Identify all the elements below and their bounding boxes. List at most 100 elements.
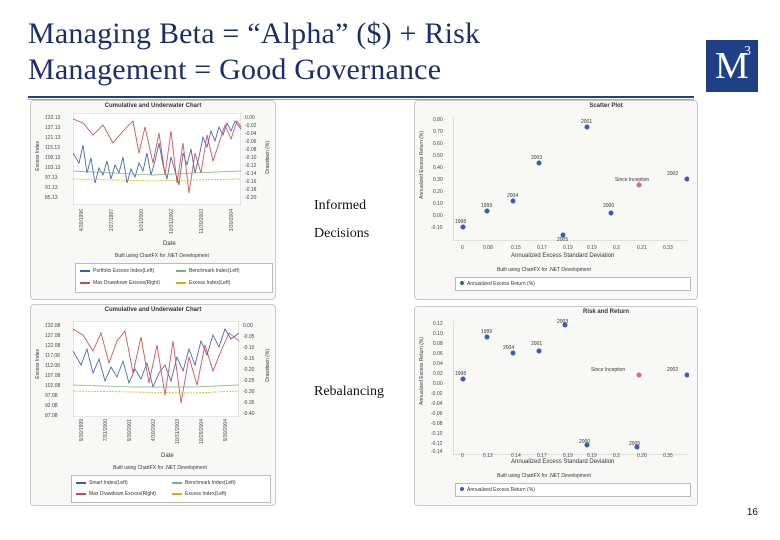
- x-tick: 0: [461, 245, 464, 251]
- point-label: 2000: [603, 203, 615, 209]
- y-tick: -0.10: [431, 225, 443, 231]
- title-rule-thin: [28, 99, 694, 100]
- y2-tick: -0.16: [245, 179, 257, 185]
- line-plot-area: [73, 113, 241, 205]
- portfolio-series-line: [73, 328, 239, 389]
- legend-item: Annualized Excess Return (%): [460, 281, 535, 287]
- y-tick: 122.08: [45, 343, 61, 349]
- legend-item: Excess Index(Left): [172, 491, 226, 497]
- risk-point-1998: [460, 376, 466, 382]
- y-tick: 117.08: [45, 353, 60, 359]
- y-tick: 121.13: [45, 135, 61, 141]
- y-axis-label: Annualized Excess Return (%): [419, 131, 425, 199]
- x-tick: 5/31/2000: [139, 209, 145, 232]
- chart-legend: Smart Index(Left) Benchmark Index(Left) …: [71, 475, 271, 503]
- point-label: 2005: [629, 441, 641, 447]
- y-tick: 91.13: [45, 185, 58, 191]
- point-label: 2000: [579, 439, 591, 445]
- x-tick: 4/30/2002: [151, 419, 157, 442]
- x-tick: 0.14: [511, 453, 521, 459]
- risk-point-1999: [484, 334, 490, 340]
- legend-item: Max Drawdown Excess(Right): [76, 491, 156, 497]
- y2-tick: -0.35: [243, 400, 255, 406]
- legend-title: Built using ChartFX for .NET Development: [113, 465, 207, 471]
- y2-tick: -0.25: [243, 378, 255, 384]
- x-tick: 0.17: [537, 245, 547, 251]
- point-label: Since Inception: [591, 367, 626, 373]
- y2-axis-label: Drawdown (%): [265, 349, 271, 382]
- legend-swatch: [176, 269, 186, 272]
- y2-tick: -0.12: [245, 163, 257, 169]
- title-line-1: Managing Beta = “Alpha” ($) + Risk: [28, 17, 481, 50]
- chart-title: Risk and Return: [582, 309, 629, 315]
- risk-point-2004: [510, 350, 516, 356]
- x-tick: 0.20: [637, 453, 647, 459]
- scatter-plot-area: [453, 321, 689, 455]
- top-left-chart-panel: Cumulative and Underwater Chart Excess I…: [30, 100, 276, 300]
- y-tick: -0.04: [431, 401, 443, 407]
- risk-point-2001: [536, 348, 542, 354]
- y-tick: -0.06: [431, 411, 443, 417]
- y-tick: 103.13: [45, 165, 61, 171]
- point-label: 2005: [557, 237, 569, 243]
- scatter-point-1998: [460, 224, 466, 230]
- y-tick: 115.13: [45, 145, 60, 151]
- legend-swatch: [76, 492, 86, 495]
- y-tick: 0.04: [433, 361, 443, 367]
- y2-tick: 0.00: [243, 323, 253, 329]
- chart-legend: Portfolio Excess Index(Left) Benchmark I…: [75, 263, 273, 293]
- y-tick: -0.08: [431, 421, 443, 427]
- x-tick: 3/30/2004: [229, 209, 235, 232]
- scatter-point-2003: [536, 160, 542, 166]
- y-axis-label: Excess Index: [35, 349, 41, 379]
- x-tick: 0.35: [663, 453, 673, 459]
- x-tick: 0.2: [613, 245, 620, 251]
- y-tick: 0.30: [433, 177, 443, 183]
- x-axis-label: Date: [163, 241, 176, 247]
- legend-swatch: [80, 269, 90, 272]
- y2-tick: -0.15: [243, 356, 255, 362]
- x-tick: 0.21: [637, 245, 647, 251]
- y-tick: 85.13: [45, 195, 58, 201]
- legend-title: Built using ChartFX for .NET Development: [497, 473, 591, 479]
- y-tick: 0.10: [433, 331, 443, 337]
- m3-logo: M 3: [706, 40, 758, 92]
- logo-superscript: 3: [744, 44, 751, 59]
- x-tick: 0.19: [563, 245, 573, 251]
- bottom-right-chart-panel: Risk and Return Annualized Excess Return…: [414, 306, 698, 506]
- y-axis-label: Annualized Excess Return (%): [419, 337, 425, 405]
- x-axis-label: Date: [161, 453, 174, 459]
- logo-letter: M: [715, 45, 749, 87]
- x-tick: 7/31/2000: [103, 419, 109, 442]
- risk-point-2000: [584, 442, 590, 448]
- risk-point-since-inception: [636, 372, 642, 378]
- x-tick: 4/30/1996: [79, 209, 85, 232]
- point-label: 2002: [667, 171, 679, 177]
- legend-swatch: [176, 281, 186, 284]
- legend-title: Built using ChartFX for .NET Development: [497, 267, 591, 273]
- legend-item: Portfolio Excess Index(Left): [80, 268, 154, 274]
- scatter-point-1999: [484, 208, 490, 214]
- y-tick: 0.40: [433, 165, 443, 171]
- x-tick: 10/31/2002: [169, 209, 175, 235]
- page-number: 16: [746, 507, 758, 518]
- x-tick: 10/29/2004: [199, 419, 205, 445]
- legend-item: Benchmark Index(Left): [172, 480, 236, 486]
- y-tick: 0.10: [433, 201, 443, 207]
- legend-item: Smart Index(Left): [76, 480, 128, 486]
- x-tick: 0.19: [563, 453, 573, 459]
- y-tick: 133.13: [45, 115, 61, 121]
- y-tick: 97.08: [45, 393, 58, 399]
- benchmark-series-line: [73, 170, 241, 176]
- y-tick: 0.12: [433, 321, 443, 327]
- x-tick: 0.08: [483, 245, 493, 251]
- benchmark-series-line: [73, 384, 239, 388]
- y-tick: -0.02: [431, 391, 443, 397]
- legend-swatch: [80, 281, 90, 284]
- line-plot-area: [73, 321, 239, 417]
- portfolio-series-line: [73, 120, 241, 186]
- legend-item: Annualized Excess Return (%): [460, 487, 535, 493]
- point-label: Since Inception: [615, 177, 650, 183]
- x-tick: 9/30/2001: [127, 419, 133, 442]
- y-tick: 0.06: [433, 351, 443, 357]
